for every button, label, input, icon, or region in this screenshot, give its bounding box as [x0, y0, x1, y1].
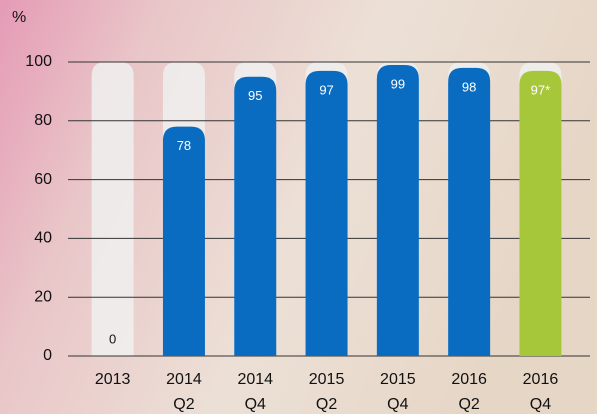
x-tick-label: Q4 — [530, 396, 551, 413]
bar — [305, 70, 348, 356]
x-tick-label: 2014 — [237, 371, 273, 388]
y-axis-label: % — [12, 9, 26, 26]
x-tick-label: Q2 — [316, 396, 337, 413]
bar — [162, 126, 205, 357]
value-label: 78 — [177, 138, 191, 153]
value-label: 99 — [391, 76, 405, 91]
x-tick-label: Q2 — [458, 396, 479, 413]
value-label: 95 — [248, 88, 262, 103]
bar — [376, 64, 419, 356]
x-tick-label: 2014 — [166, 371, 202, 388]
bar — [519, 70, 562, 356]
value-label: 0 — [109, 331, 116, 346]
value-label: 97 — [319, 82, 333, 97]
y-tick-label: 40 — [34, 230, 52, 247]
x-tick-label: 2016 — [523, 371, 559, 388]
y-tick-label: 60 — [34, 171, 52, 188]
bar — [448, 67, 491, 356]
x-tick-label: Q2 — [173, 396, 194, 413]
y-tick-label: 0 — [43, 347, 52, 364]
x-tick-label: 2015 — [380, 371, 416, 388]
x-tick-label: 2016 — [451, 371, 487, 388]
value-label: 97* — [531, 82, 551, 97]
y-tick-label: 80 — [34, 112, 52, 129]
bar-background — [91, 62, 134, 356]
x-tick-label: Q4 — [245, 396, 266, 413]
bar — [234, 76, 277, 356]
x-tick-label: Q4 — [387, 396, 408, 413]
x-tick-label: 2013 — [95, 371, 131, 388]
x-tick-label: 2015 — [309, 371, 345, 388]
value-label: 98 — [462, 79, 476, 94]
y-tick-label: 20 — [34, 288, 52, 305]
y-tick-label: 100 — [25, 53, 52, 70]
